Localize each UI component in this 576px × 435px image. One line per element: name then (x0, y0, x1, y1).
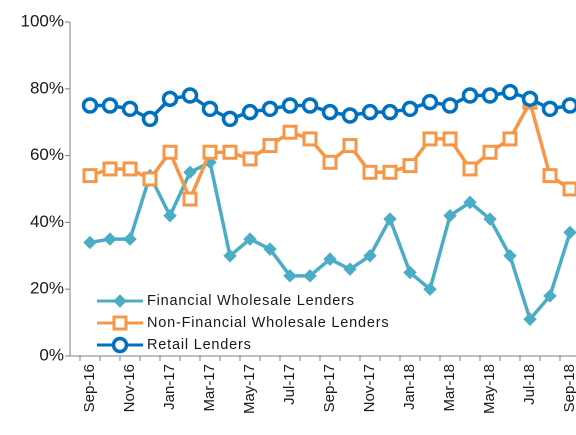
point (462, 161, 478, 177)
x-tick-label: Sep-17 (321, 364, 338, 412)
point (263, 242, 277, 256)
point (543, 289, 557, 303)
point (223, 249, 237, 263)
point (323, 252, 337, 266)
x-tick-label: Nov-16 (121, 364, 138, 412)
point (123, 232, 137, 246)
point (563, 225, 576, 240)
point (503, 249, 517, 263)
x-tick-label: Mar-18 (441, 364, 458, 412)
point (321, 103, 339, 121)
point (163, 209, 177, 223)
legend-marker (112, 315, 128, 331)
point (442, 131, 458, 147)
y-tick-label: 80% (30, 78, 64, 97)
point (242, 151, 258, 167)
point (322, 154, 338, 170)
point (202, 144, 218, 160)
point (481, 87, 499, 104)
point (523, 312, 537, 326)
x-tick-label: Sep-18 (561, 364, 576, 412)
point (241, 103, 259, 121)
x-tick-label: Jan-17 (161, 364, 178, 410)
x-tick-label: Jul-17 (281, 364, 298, 405)
x-tick-label: Mar-17 (201, 364, 218, 412)
point (83, 235, 97, 250)
point (302, 131, 318, 147)
point (342, 138, 358, 154)
point (281, 97, 299, 114)
y-tick-label: 60% (30, 145, 64, 164)
point (482, 144, 498, 160)
point (521, 90, 539, 108)
y-tick-label: 40% (30, 212, 64, 231)
point (421, 93, 439, 111)
point (542, 168, 558, 184)
x-tick-label: May-18 (481, 364, 498, 414)
point (423, 282, 437, 296)
point (243, 232, 257, 246)
point (441, 97, 459, 114)
point (461, 87, 479, 104)
point (183, 165, 197, 180)
y-tick-label: 20% (30, 279, 64, 298)
x-tick-label: May-17 (241, 364, 258, 414)
legend-marker (111, 336, 129, 354)
x-tick-label: Jul-18 (521, 364, 538, 405)
point (402, 158, 418, 174)
point (383, 212, 397, 226)
y-tick-label: 100% (21, 11, 64, 30)
point (261, 100, 279, 118)
legend-marker (113, 294, 127, 308)
point (303, 269, 317, 283)
point (301, 97, 319, 114)
point (142, 171, 158, 187)
point (361, 103, 379, 121)
point (382, 164, 398, 180)
point (141, 110, 159, 128)
point (82, 168, 98, 184)
x-tick-label: Sep-16 (81, 364, 98, 412)
point (122, 161, 138, 177)
point (161, 90, 179, 108)
point (483, 212, 497, 226)
point (101, 97, 119, 114)
point (221, 110, 239, 128)
point (283, 269, 297, 283)
y-tick-label: 0% (39, 345, 64, 364)
point (341, 107, 359, 124)
point (541, 100, 559, 118)
point (201, 100, 219, 118)
point (182, 191, 198, 207)
point (81, 97, 99, 114)
point (463, 195, 477, 210)
point (401, 100, 419, 118)
point (501, 83, 519, 101)
point (103, 232, 117, 246)
point (443, 209, 457, 223)
legend-label: Retail Lenders (147, 337, 252, 353)
point (282, 124, 298, 140)
point (422, 131, 438, 147)
x-tick-label: Jan-18 (401, 364, 418, 410)
point (403, 265, 417, 280)
point (102, 161, 118, 177)
point (343, 262, 357, 276)
x-tick-label: Nov-17 (361, 364, 378, 412)
point (362, 164, 378, 180)
point (502, 131, 518, 147)
point (562, 181, 576, 197)
point (561, 97, 576, 114)
point (363, 249, 377, 263)
point (222, 144, 238, 160)
point (262, 138, 278, 154)
legend-label: Non-Financial Wholesale Lenders (147, 315, 389, 331)
legend-label: Financial Wholesale Lenders (147, 293, 355, 309)
point (121, 100, 139, 118)
point (162, 144, 178, 160)
point (381, 103, 399, 121)
point (181, 87, 199, 104)
